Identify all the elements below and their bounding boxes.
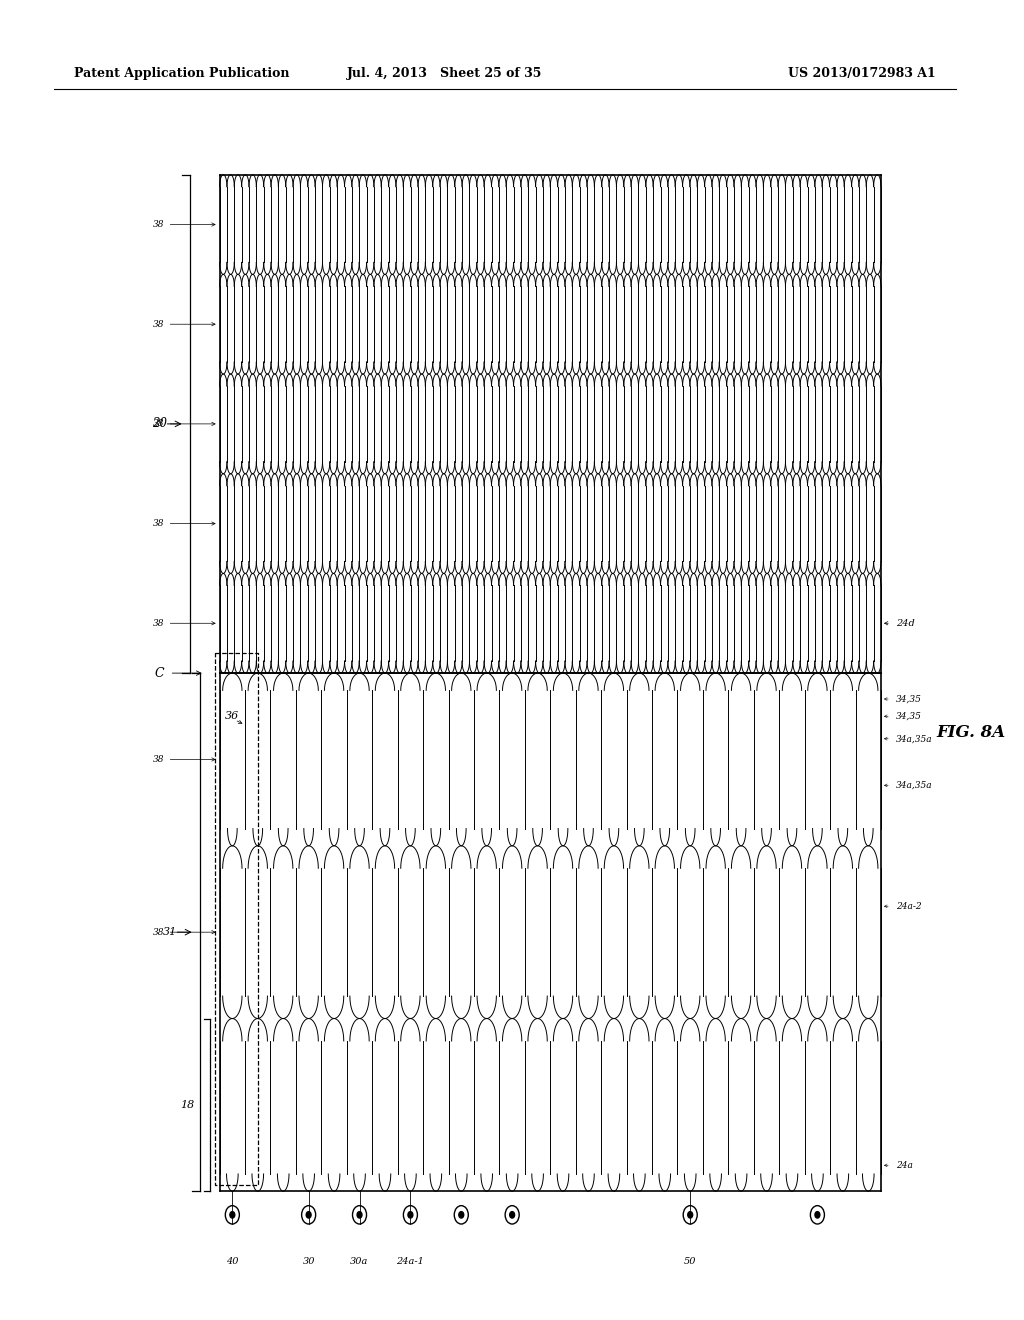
Text: 30a: 30a — [350, 1257, 369, 1266]
Text: 38: 38 — [153, 519, 165, 528]
Circle shape — [357, 1212, 361, 1218]
Text: 38: 38 — [153, 619, 165, 628]
Text: 34a,35a: 34a,35a — [896, 781, 933, 789]
Text: Patent Application Publication: Patent Application Publication — [75, 67, 290, 81]
Circle shape — [815, 1212, 820, 1218]
Circle shape — [459, 1212, 464, 1218]
Text: 24d: 24d — [896, 619, 914, 628]
Text: 24a-1: 24a-1 — [396, 1257, 424, 1266]
Text: FIG. 8A: FIG. 8A — [936, 723, 1006, 741]
Text: 50: 50 — [684, 1257, 696, 1266]
Circle shape — [688, 1212, 692, 1218]
Text: 38: 38 — [153, 319, 165, 329]
Text: 38: 38 — [153, 928, 165, 937]
Text: 38: 38 — [153, 755, 165, 764]
Text: 38: 38 — [153, 220, 165, 230]
Text: 38: 38 — [153, 420, 165, 429]
Text: 24a-2: 24a-2 — [896, 902, 922, 911]
Text: US 2013/0172983 A1: US 2013/0172983 A1 — [788, 67, 936, 81]
Text: 30: 30 — [302, 1257, 315, 1266]
Text: 31: 31 — [163, 927, 176, 937]
Text: Jul. 4, 2013   Sheet 25 of 35: Jul. 4, 2013 Sheet 25 of 35 — [347, 67, 543, 81]
Text: 34a,35a: 34a,35a — [896, 734, 933, 743]
Circle shape — [408, 1212, 413, 1218]
Text: 34,35: 34,35 — [896, 711, 922, 721]
Text: C: C — [155, 667, 164, 680]
Text: 20: 20 — [152, 417, 167, 430]
Circle shape — [229, 1212, 234, 1218]
Text: 24a: 24a — [896, 1160, 913, 1170]
Text: 18: 18 — [180, 1100, 195, 1110]
Text: 34,35: 34,35 — [896, 694, 922, 704]
Circle shape — [510, 1212, 515, 1218]
Text: 40: 40 — [226, 1257, 239, 1266]
Text: 36: 36 — [224, 711, 239, 721]
Circle shape — [306, 1212, 311, 1218]
